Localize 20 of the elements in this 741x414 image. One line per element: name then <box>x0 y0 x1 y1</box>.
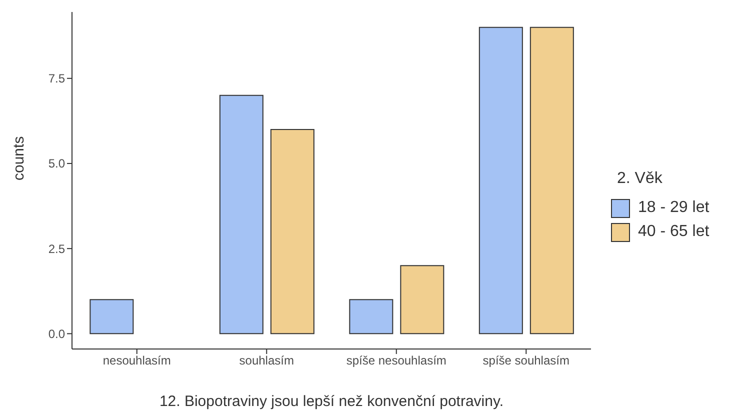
x-tick-label: souhlasím <box>239 354 294 368</box>
x-tick-label: nesouhlasím <box>102 354 171 368</box>
y-tick-label: 0.0 <box>48 326 66 341</box>
x-axis-title: 12. Biopotraviny jsou lepší než konvenční potraviny. <box>159 393 504 410</box>
bar <box>530 26 574 334</box>
bar <box>478 26 523 334</box>
y-tick-label: 2.5 <box>48 242 66 256</box>
y-tick-label: 5.0 <box>48 156 66 171</box>
bar <box>400 265 444 334</box>
x-tick-label: spíše nesouhlasím <box>346 354 446 368</box>
bar <box>270 128 314 334</box>
legend-label: 18 - 29 let <box>638 199 710 217</box>
bar <box>90 299 134 334</box>
legend-label: 40 - 65 let <box>638 223 710 241</box>
y-tick-label: 7.5 <box>48 72 66 86</box>
y-axis-title: counts <box>10 136 28 180</box>
bar <box>219 94 264 334</box>
x-tick-label: spíše souhlasím <box>482 354 570 368</box>
bar <box>349 299 394 334</box>
legend-title: 2. Věk <box>617 170 664 188</box>
